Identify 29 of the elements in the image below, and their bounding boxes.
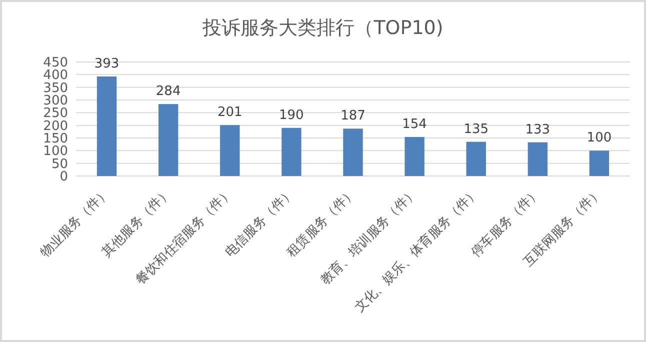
y-tick-label: 0 bbox=[60, 170, 68, 185]
y-tick-label: 350 bbox=[43, 80, 68, 96]
bar bbox=[96, 76, 117, 176]
data-label: 154 bbox=[402, 116, 427, 132]
y-tick-label: 300 bbox=[43, 94, 68, 109]
data-label: 100 bbox=[586, 130, 612, 146]
y-tick-label: 450 bbox=[43, 56, 68, 71]
bar bbox=[466, 142, 486, 176]
bar bbox=[220, 125, 240, 176]
bar bbox=[404, 136, 424, 176]
bar bbox=[158, 104, 178, 176]
data-label: 190 bbox=[279, 108, 304, 123]
data-label: 135 bbox=[464, 122, 489, 137]
y-tick-label: 250 bbox=[43, 106, 68, 122]
data-label: 201 bbox=[217, 105, 242, 120]
data-label: 187 bbox=[340, 108, 366, 124]
bar bbox=[589, 150, 610, 176]
y-tick-label: 200 bbox=[43, 118, 68, 134]
y-tick-label: 100 bbox=[43, 144, 68, 160]
bar bbox=[343, 128, 363, 176]
data-label: 284 bbox=[156, 84, 181, 100]
y-tick-label: 150 bbox=[43, 132, 68, 147]
chart-title: 投诉服务大类排行（TOP10) bbox=[202, 17, 444, 39]
y-tick-label: 400 bbox=[43, 68, 68, 84]
y-tick-label: 50 bbox=[51, 156, 68, 172]
data-label: 133 bbox=[525, 122, 550, 138]
data-label: 393 bbox=[94, 56, 120, 72]
bar bbox=[528, 142, 548, 176]
bar bbox=[282, 128, 302, 176]
